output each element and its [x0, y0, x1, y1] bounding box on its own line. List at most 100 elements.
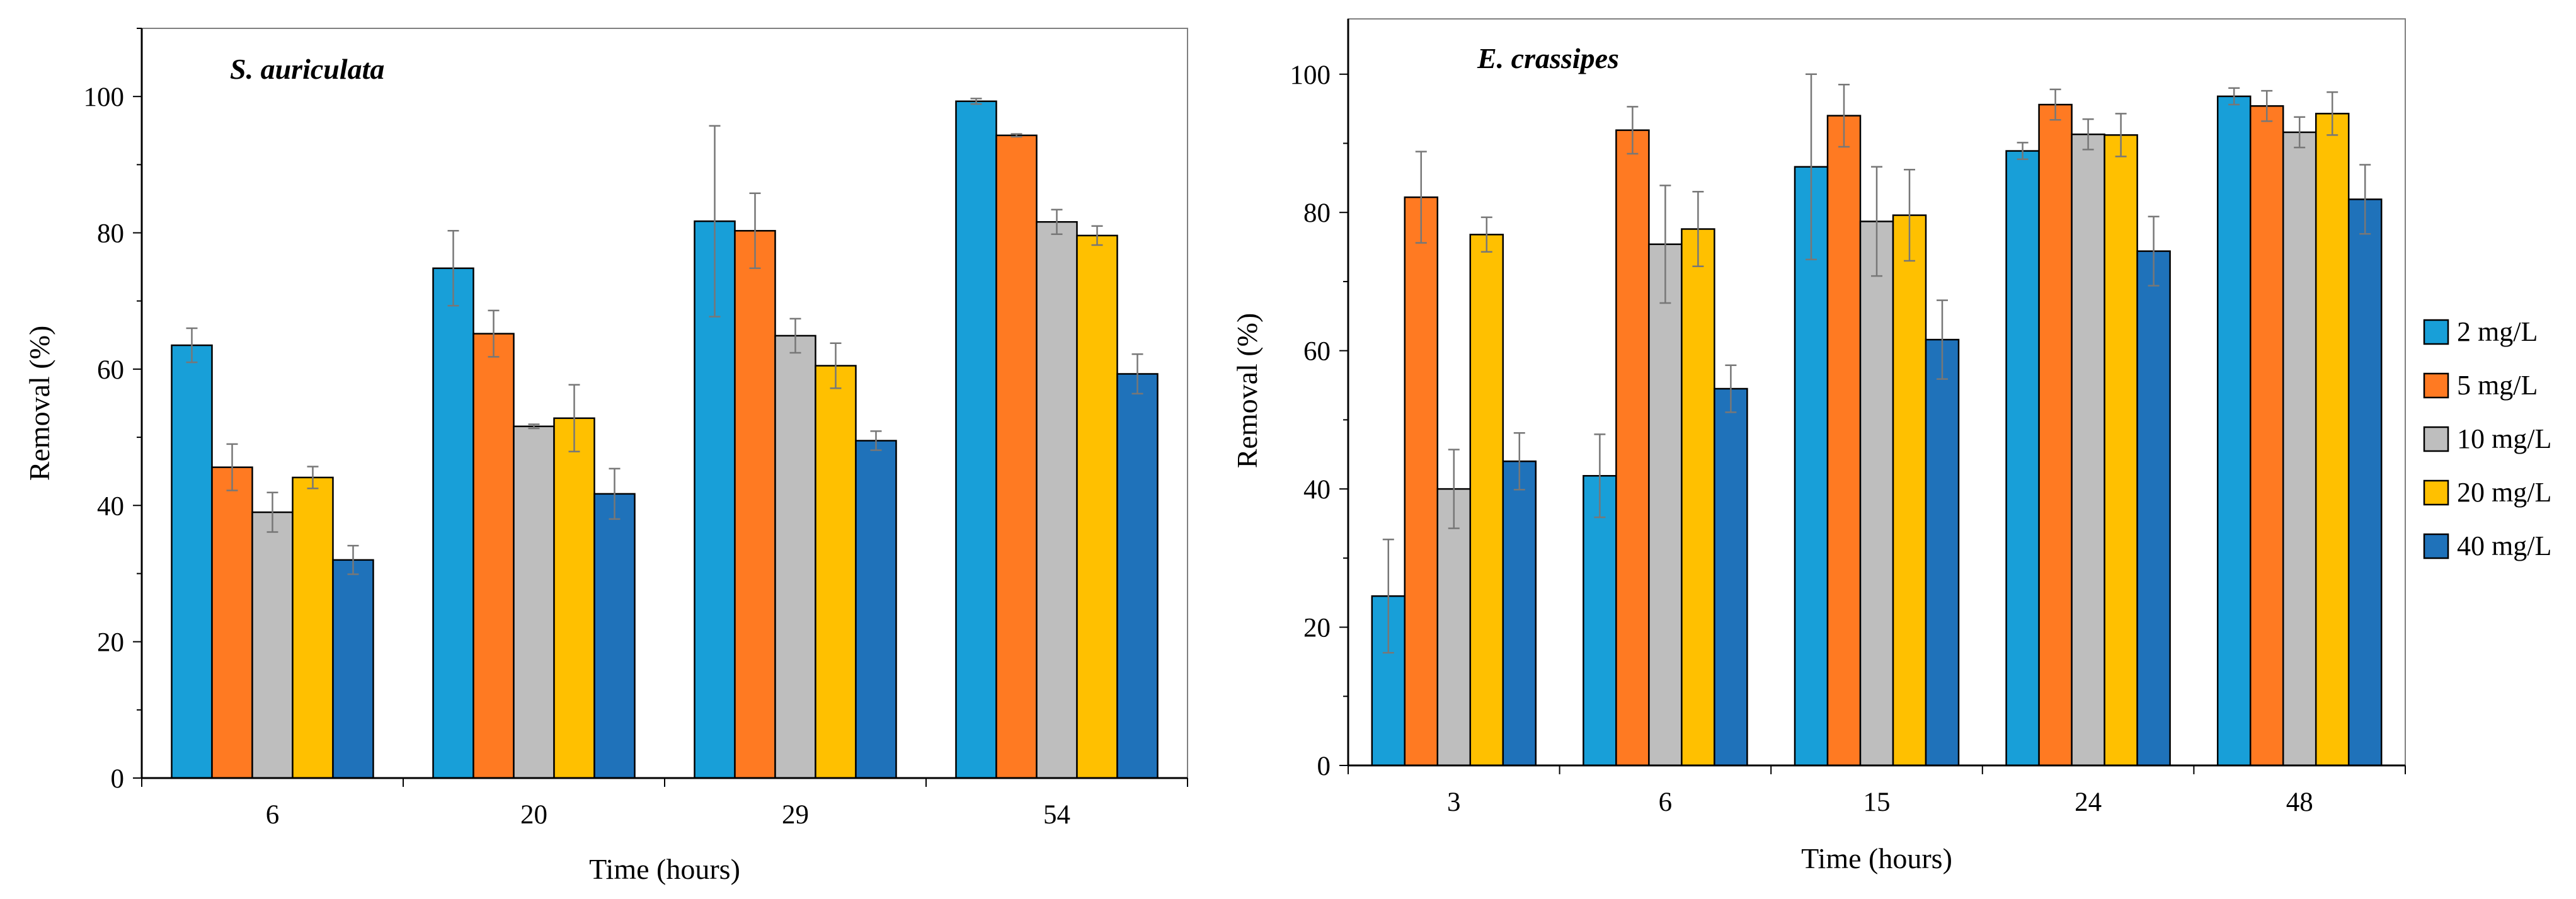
legend-item: 2 mg/L — [2423, 316, 2538, 347]
bar — [332, 559, 374, 779]
error-bar — [1594, 433, 1606, 518]
bar — [1892, 214, 1927, 767]
bar — [855, 440, 897, 779]
y-tick-label: 80 — [1303, 198, 1331, 228]
legend-swatch — [2423, 372, 2449, 399]
error-bar — [1051, 209, 1063, 235]
bar — [774, 335, 816, 779]
error-bar — [528, 423, 540, 430]
x-tick-label: 54 — [1043, 800, 1070, 830]
bar — [1648, 243, 1683, 767]
chart-s-auriculata: 0 20 40 60 80 100 6 20 29 54 S. auriculata Time … — [23, 28, 1188, 885]
x-tick-label: 6 — [266, 800, 280, 830]
legend-swatch — [2423, 426, 2449, 452]
bar — [1714, 387, 1748, 767]
bar — [2347, 198, 2383, 767]
y-tick-label: 80 — [97, 219, 124, 249]
error-bar — [2294, 116, 2306, 149]
bar — [1116, 373, 1159, 779]
error-bar — [1382, 538, 1394, 654]
bar — [2249, 105, 2284, 767]
bar — [2104, 134, 2138, 767]
x-tick-label: 24 — [2075, 787, 2102, 817]
bar — [1794, 166, 1829, 767]
bar — [1615, 129, 1650, 767]
error-bar — [266, 491, 278, 533]
bar — [2071, 133, 2105, 767]
legend: 2 mg/L 5 mg/L 10 mg/L 20 mg/L 40 mg/L — [2423, 316, 2551, 561]
bar — [1681, 228, 1715, 767]
x-tick-label: 48 — [2286, 787, 2313, 817]
bars-group — [1371, 95, 2383, 767]
y-tick-label: 40 — [1303, 475, 1331, 505]
bars-group — [171, 100, 1159, 779]
bar — [292, 476, 334, 779]
legend-item: 10 mg/L — [2423, 423, 2551, 454]
x-tick-label: 20 — [520, 800, 547, 830]
error-bar — [1904, 168, 1915, 262]
error-bar — [2327, 91, 2338, 136]
error-bar — [1627, 106, 1639, 155]
x-tick-label: 3 — [1447, 787, 1461, 817]
error-bar — [347, 544, 359, 575]
x-tick-label: 15 — [1863, 787, 1891, 817]
bar — [2315, 113, 2350, 767]
x-axis-title: Time (hours) — [589, 853, 740, 885]
y-tick-label: 20 — [1303, 614, 1331, 643]
bar — [815, 365, 857, 779]
y-tick-label: 0 — [111, 764, 125, 794]
error-bar — [1838, 83, 1850, 148]
chart-title: E. crassipes — [1477, 42, 1619, 74]
error-bar — [749, 192, 761, 270]
error-bar — [1010, 133, 1022, 138]
bar — [1502, 460, 1537, 767]
x-tick-label: 29 — [782, 800, 809, 830]
legend-label: 2 mg/L — [2457, 316, 2538, 347]
bar — [211, 466, 253, 779]
legend-label: 40 mg/L — [2457, 530, 2551, 561]
bar — [593, 493, 636, 779]
error-bar — [1415, 151, 1427, 244]
error-bars-group — [1382, 73, 2371, 654]
error-bar — [1480, 216, 1492, 253]
error-bar — [830, 342, 842, 389]
y-axis-title: Removal (%) — [23, 326, 55, 481]
error-bar — [1448, 449, 1460, 529]
error-bar — [1513, 432, 1525, 491]
bar — [553, 417, 595, 779]
error-bar — [2049, 88, 2061, 121]
y-tick-label: 60 — [1303, 337, 1331, 367]
error-bar — [226, 443, 238, 491]
bar — [171, 344, 213, 779]
error-bar — [488, 309, 500, 358]
legend-swatch — [2423, 479, 2449, 506]
error-bar — [2359, 164, 2371, 235]
chart-title: S. auriculata — [230, 53, 384, 85]
legend-item: 40 mg/L — [2423, 530, 2551, 561]
error-bar — [186, 327, 198, 364]
y-tick-label: 100 — [1290, 60, 1331, 90]
bar — [1859, 220, 1894, 767]
legend-label: 5 mg/L — [2457, 370, 2538, 401]
bar — [2005, 150, 2040, 767]
error-bar — [1806, 73, 1817, 261]
error-bar — [568, 384, 580, 453]
error-bar — [2115, 113, 2127, 157]
error-bar — [789, 318, 801, 354]
y-tick-label: 0 — [1317, 752, 1331, 781]
legend-swatch — [2423, 533, 2449, 559]
y-tick-label: 40 — [97, 491, 124, 521]
bar — [2216, 95, 2252, 767]
bar — [251, 511, 294, 779]
error-bar — [709, 125, 721, 318]
error-bar — [970, 98, 982, 105]
bar — [472, 333, 515, 779]
bar — [995, 134, 1038, 779]
bar — [734, 230, 776, 779]
x-axis-title: Time (hours) — [1801, 842, 1952, 874]
error-bar — [609, 467, 621, 520]
chart-e-crassipes: 0 20 40 60 80 100 3 6 15 24 48 E. crassipes Time … — [1231, 18, 2406, 874]
bar — [1404, 196, 1439, 767]
